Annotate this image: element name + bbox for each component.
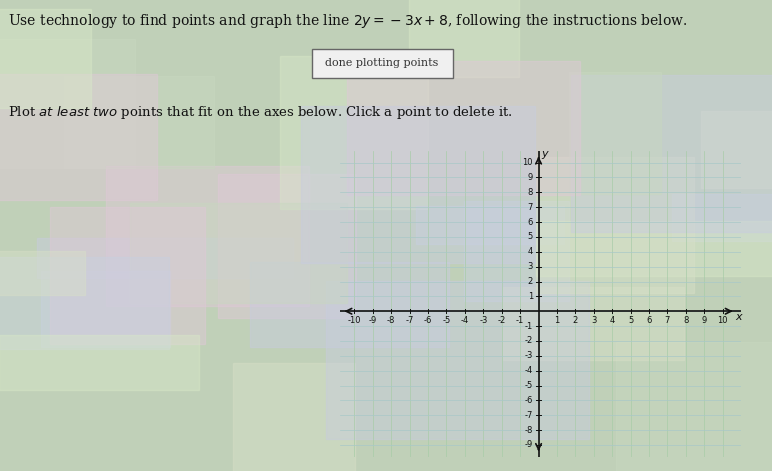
Bar: [616, 342, 772, 471]
Text: x: x: [735, 312, 742, 322]
Text: 9: 9: [528, 173, 533, 182]
Bar: [569, 73, 662, 194]
Text: 4: 4: [610, 316, 615, 325]
Bar: [672, 194, 772, 241]
Bar: [503, 287, 684, 359]
Text: -7: -7: [525, 411, 533, 420]
Text: 5: 5: [628, 316, 633, 325]
Bar: [0, 335, 198, 390]
Text: -1: -1: [525, 322, 533, 331]
Bar: [233, 363, 355, 471]
Bar: [50, 207, 205, 344]
Bar: [0, 74, 157, 200]
Text: -2: -2: [525, 336, 533, 345]
Text: 1: 1: [554, 316, 560, 325]
Text: 1: 1: [528, 292, 533, 301]
Text: -10: -10: [347, 316, 361, 325]
Bar: [571, 74, 772, 232]
Text: -8: -8: [525, 426, 533, 435]
Text: 2: 2: [528, 277, 533, 286]
Text: -5: -5: [442, 316, 451, 325]
Bar: [408, 0, 519, 77]
Text: -5: -5: [525, 381, 533, 390]
Bar: [0, 9, 91, 108]
Bar: [326, 281, 589, 439]
Text: -1: -1: [516, 316, 524, 325]
Bar: [0, 39, 135, 169]
Bar: [415, 206, 564, 244]
Text: -9: -9: [369, 316, 377, 325]
Text: 8: 8: [683, 316, 689, 325]
Text: -9: -9: [525, 440, 533, 449]
Bar: [0, 257, 169, 349]
Text: done plotting points: done plotting points: [326, 58, 438, 68]
Bar: [41, 271, 171, 347]
Bar: [537, 221, 772, 276]
Text: 10: 10: [717, 316, 728, 325]
Text: -4: -4: [461, 316, 469, 325]
Text: 8: 8: [527, 188, 533, 197]
Bar: [250, 262, 449, 347]
Text: 5: 5: [528, 232, 533, 242]
Text: -6: -6: [424, 316, 432, 325]
Text: 7: 7: [665, 316, 670, 325]
Bar: [280, 56, 428, 209]
Bar: [0, 251, 85, 295]
Text: -4: -4: [525, 366, 533, 375]
Bar: [130, 203, 347, 303]
Bar: [106, 166, 309, 306]
Bar: [64, 76, 214, 168]
Bar: [37, 238, 293, 278]
Text: 9: 9: [702, 316, 707, 325]
Text: 4: 4: [528, 247, 533, 256]
Text: -3: -3: [479, 316, 487, 325]
Text: 2: 2: [573, 316, 578, 325]
Text: y: y: [542, 149, 548, 160]
Bar: [301, 106, 535, 263]
Text: 6: 6: [527, 218, 533, 227]
Text: 7: 7: [527, 203, 533, 211]
Text: 10: 10: [523, 158, 533, 167]
Text: 3: 3: [527, 262, 533, 271]
Bar: [464, 201, 569, 301]
Bar: [347, 61, 580, 195]
FancyBboxPatch shape: [312, 49, 452, 78]
Text: -7: -7: [405, 316, 414, 325]
Bar: [701, 111, 772, 188]
Text: 6: 6: [646, 316, 652, 325]
Text: Use technology to find points and graph the line $2y=-3x+8$, following the instr: Use technology to find points and graph …: [8, 12, 687, 30]
Text: 3: 3: [591, 316, 597, 325]
Text: Plot $\mathit{at\ least\ two}$ points that fit on the axes below. Click a point : Plot $\mathit{at\ least\ two}$ points th…: [8, 104, 513, 121]
Text: -8: -8: [387, 316, 395, 325]
Bar: [218, 174, 357, 318]
Bar: [536, 157, 694, 293]
Text: -6: -6: [525, 396, 533, 405]
Text: -2: -2: [498, 316, 506, 325]
Text: -3: -3: [525, 351, 533, 360]
